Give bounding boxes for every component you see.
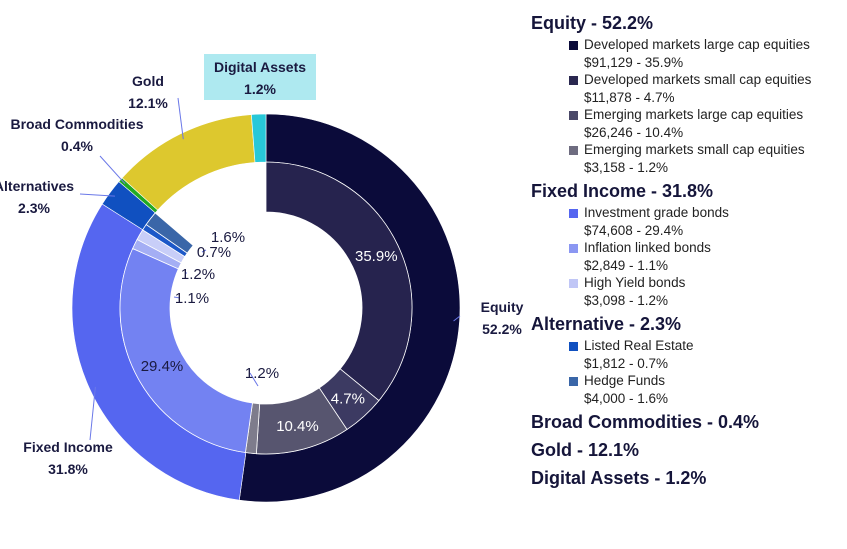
legend-item-value: $3,098 - 1.2% (584, 292, 669, 308)
legend-item-value: $2,849 - 1.1% (584, 257, 669, 273)
legend-group: Fixed Income - 31.8% Investment grade bon… (531, 178, 847, 309)
inner-slice-5 (119, 247, 253, 453)
legend-item-value: $4,000 - 1.6% (584, 390, 669, 406)
outer-label-name: Equity (481, 299, 524, 315)
legend-item: Inflation linked bonds $2,849 - 1.1% (569, 239, 847, 274)
legend-swatch (569, 111, 578, 120)
inner-ring (119, 161, 413, 455)
legend-item: Investment grade bonds $74,608 - 29.4% (569, 204, 847, 239)
leader-line (201, 249, 207, 253)
inner-pct-label: 1.1% (175, 290, 209, 307)
legend-swatch (569, 377, 578, 386)
legend-item-value: $3,158 - 1.2% (584, 159, 669, 175)
legend-swatch (569, 279, 578, 288)
legend-swatch (569, 209, 578, 218)
leader-line (173, 296, 181, 299)
outer-label-value: 1.2% (244, 81, 276, 97)
slice-labels: Equity 52.2% Fixed Income 31.8% Alternatives… (0, 54, 524, 477)
leader-line (99, 155, 126, 185)
legend: Equity - 52.2% Developed markets large ca… (531, 10, 847, 493)
digital-assets-label-box (204, 54, 316, 100)
leader-line (79, 193, 115, 197)
leader-line (453, 315, 461, 322)
inner-pct-label: 4.7% (331, 390, 365, 407)
inner-pct-label: 1.2% (181, 266, 215, 283)
legend-item-name: Listed Real Estate (584, 338, 694, 353)
legend-item-name: Hedge Funds (584, 373, 666, 388)
legend-item-name: High Yield bonds (584, 275, 686, 290)
leader-line (249, 372, 259, 387)
inner-pct-label: 1.2% (245, 365, 279, 382)
legend-group: Digital Assets - 1.2% (531, 465, 847, 491)
legend-item-value: $74,608 - 29.4% (584, 222, 684, 238)
outer-label-name: Broad Commodities (10, 116, 143, 132)
legend-swatch (569, 41, 578, 50)
inner-pct-label: 0.7% (197, 244, 231, 261)
legend-item-name: Inflation linked bonds (584, 240, 711, 255)
inner-pct-label: 29.4% (141, 358, 184, 375)
legend-group-title: Fixed Income - 31.8% (531, 181, 714, 201)
outer-label-value: 31.8% (48, 461, 88, 477)
legend-group-title: Alternative - 2.3% (531, 314, 682, 334)
outer-label-value: 12.1% (128, 95, 168, 111)
legend-swatch (569, 342, 578, 351)
legend-item-value: $1,812 - 0.7% (584, 355, 669, 371)
outer-label-value: 2.3% (18, 200, 50, 216)
inner-slice-blank (155, 162, 266, 246)
inner-pct-label: 10.4% (276, 418, 319, 435)
legend-group-title: Digital Assets - 1.2% (531, 468, 707, 488)
legend-group-title: Equity - 52.2% (531, 13, 654, 33)
outer-label-name: Digital Assets (214, 59, 306, 75)
legend-group-title: Broad Commodities - 0.4% (531, 412, 760, 432)
inner-pct-label: 35.9% (355, 248, 398, 265)
legend-item-value: $11,878 - 4.7% (584, 89, 675, 105)
legend-swatch (569, 146, 578, 155)
legend-item-name: Emerging markets large cap equities (584, 107, 804, 122)
legend-item-value: $26,246 - 10.4% (584, 124, 684, 140)
legend-item: Developed markets small cap equities $11,… (569, 71, 847, 106)
legend-item: Hedge Funds $4,000 - 1.6% (569, 372, 847, 407)
legend-item-name: Investment grade bonds (584, 205, 729, 220)
leader-line (89, 386, 96, 441)
outer-label-name: Gold (132, 73, 164, 89)
legend-item: Emerging markets small cap equities $3,15… (569, 141, 847, 176)
legend-item: Listed Real Estate $1,812 - 0.7% (569, 337, 847, 372)
outer-label-value: 0.4% (61, 138, 93, 154)
legend-swatch (569, 76, 578, 85)
legend-item: Emerging markets large cap equities $26,2… (569, 106, 847, 141)
legend-group: Alternative - 2.3% Listed Real Estate $1,8… (531, 311, 847, 407)
legend-group: Equity - 52.2% Developed markets large ca… (531, 10, 847, 176)
outer-label-name: Alternatives (0, 178, 74, 194)
legend-item: High Yield bonds $3,098 - 1.2% (569, 274, 847, 309)
legend-item: Developed markets large cap equities $91,… (569, 36, 847, 71)
legend-item-name: Developed markets small cap equities (584, 72, 812, 87)
legend-item-name: Emerging markets small cap equities (584, 142, 805, 157)
leader-line (177, 97, 184, 140)
leader-lines (79, 97, 461, 441)
legend-item-name: Developed markets large cap equities (584, 37, 810, 52)
inner-pct-label: 1.6% (211, 229, 245, 246)
outer-label-value: 52.2% (482, 321, 522, 337)
legend-group: Gold - 12.1% (531, 437, 847, 463)
outer-label-name: Fixed Income (23, 439, 113, 455)
inner-slice-9 (145, 212, 194, 254)
inner-slice-1 (265, 161, 413, 402)
legend-item-value: $91,129 - 35.9% (584, 54, 684, 70)
donut-chart: Equity 52.2% Fixed Income 31.8% Alternatives… (0, 54, 524, 503)
legend-swatch (569, 244, 578, 253)
legend-group-title: Gold - 12.1% (531, 440, 640, 460)
legend-group: Broad Commodities - 0.4% (531, 409, 847, 435)
